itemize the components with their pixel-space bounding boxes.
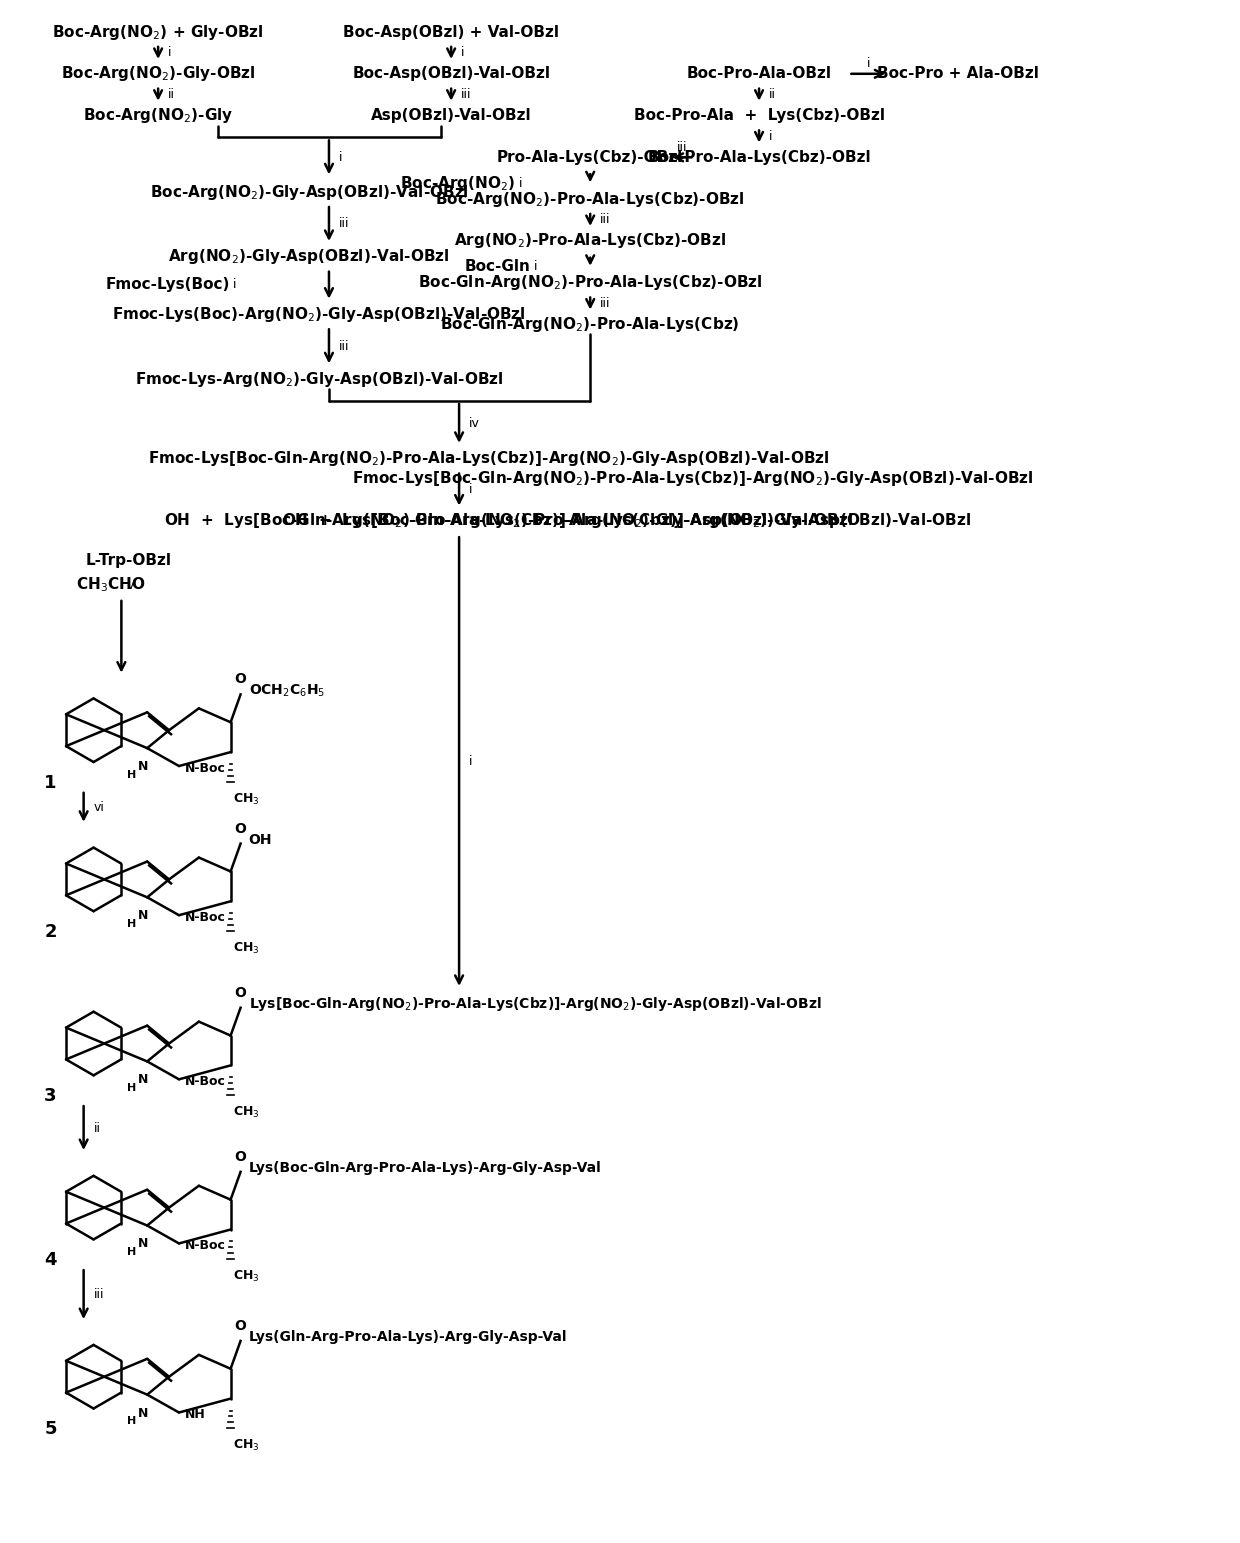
Text: vi: vi bbox=[93, 801, 104, 813]
Text: Lys[Boc-Gln-Arg(NO$_2$)-Pro-Ala-Lys(Cbz)]-Arg(NO$_2$)-Gly-Asp(OBzl)-Val-OBzl: Lys[Boc-Gln-Arg(NO$_2$)-Pro-Ala-Lys(Cbz)… bbox=[248, 995, 821, 1012]
Text: O: O bbox=[234, 822, 247, 836]
Text: i: i bbox=[339, 151, 342, 164]
Text: Boc-Asp(OBzl)-Val-OBzl: Boc-Asp(OBzl)-Val-OBzl bbox=[352, 66, 551, 82]
Text: H: H bbox=[126, 770, 136, 781]
Text: Arg(NO$_2$)-Pro-Ala-Lys(Cbz)-OBzl: Arg(NO$_2$)-Pro-Ala-Lys(Cbz)-OBzl bbox=[454, 231, 727, 250]
Text: i: i bbox=[769, 130, 773, 143]
Text: Fmoc-Lys[Boc-Gln-Arg(NO$_2$)-Pro-Ala-Lys(Cbz)]-Arg(NO$_2$)-Gly-Asp(OBzl)-Val-OBz: Fmoc-Lys[Boc-Gln-Arg(NO$_2$)-Pro-Ala-Lys… bbox=[149, 449, 830, 468]
Text: iii: iii bbox=[600, 298, 610, 310]
Text: NH: NH bbox=[185, 1409, 206, 1421]
Text: iii: iii bbox=[339, 339, 350, 353]
Text: H: H bbox=[126, 1083, 136, 1094]
Text: Boc-Gln-Arg(NO$_2$)-Pro-Ala-Lys(Cbz)-OBzl: Boc-Gln-Arg(NO$_2$)-Pro-Ala-Lys(Cbz)-OBz… bbox=[418, 273, 763, 292]
Text: i: i bbox=[469, 483, 472, 495]
Text: Boc-Arg(NO$_2$) + Gly-OBzl: Boc-Arg(NO$_2$) + Gly-OBzl bbox=[52, 23, 264, 42]
Text: 1: 1 bbox=[45, 775, 57, 792]
Text: Boc-Arg(NO$_2$)-Gly: Boc-Arg(NO$_2$)-Gly bbox=[83, 106, 233, 125]
Text: Pro-Ala-Lys(Cbz)-OBzl: Pro-Ala-Lys(Cbz)-OBzl bbox=[497, 150, 683, 165]
Text: i: i bbox=[867, 57, 870, 71]
Text: N: N bbox=[138, 909, 149, 923]
Text: iv: iv bbox=[469, 417, 480, 430]
Text: O: O bbox=[234, 1319, 247, 1333]
Text: H: H bbox=[126, 1416, 136, 1426]
Text: iii: iii bbox=[339, 218, 350, 230]
Text: O: O bbox=[234, 673, 247, 687]
Text: Lys(Boc-Gln-Arg-Pro-Ala-Lys)-Arg-Gly-Asp-Val: Lys(Boc-Gln-Arg-Pro-Ala-Lys)-Arg-Gly-Asp… bbox=[248, 1160, 601, 1174]
Text: ii: ii bbox=[769, 88, 776, 102]
Text: 4: 4 bbox=[45, 1251, 57, 1270]
Text: i: i bbox=[533, 261, 537, 273]
Text: Fmoc-Lys(Boc)-Arg(NO$_2$)-Gly-Asp(OBzl)-Val-OBzl: Fmoc-Lys(Boc)-Arg(NO$_2$)-Gly-Asp(OBzl)-… bbox=[112, 306, 526, 324]
Text: Boc-Pro-Ala-Lys(Cbz)-OBzl: Boc-Pro-Ala-Lys(Cbz)-OBzl bbox=[647, 150, 870, 165]
Text: iii: iii bbox=[93, 1288, 104, 1301]
Text: Lys(Gln-Arg-Pro-Ala-Lys)-Arg-Gly-Asp-Val: Lys(Gln-Arg-Pro-Ala-Lys)-Arg-Gly-Asp-Val bbox=[248, 1330, 567, 1344]
Text: CH$_3$: CH$_3$ bbox=[233, 1105, 259, 1120]
Text: 2: 2 bbox=[45, 923, 57, 941]
Text: N: N bbox=[138, 1407, 149, 1420]
Text: N-Boc: N-Boc bbox=[185, 910, 226, 924]
Text: N: N bbox=[138, 761, 149, 773]
Text: Boc-Gln-Arg(NO$_2$)-Pro-Ala-Lys(Cbz): Boc-Gln-Arg(NO$_2$)-Pro-Ala-Lys(Cbz) bbox=[440, 315, 740, 333]
Text: OH: OH bbox=[248, 833, 272, 847]
Text: N: N bbox=[138, 1074, 149, 1086]
Text: Boc-Asp(OBzl) + Val-OBzl: Boc-Asp(OBzl) + Val-OBzl bbox=[343, 25, 559, 40]
Text: iii: iii bbox=[461, 88, 471, 102]
Text: CH$_3$: CH$_3$ bbox=[233, 1438, 259, 1454]
Text: i: i bbox=[233, 278, 236, 292]
Text: iii: iii bbox=[600, 213, 610, 227]
Text: N-Boc: N-Boc bbox=[185, 762, 226, 775]
Text: 3: 3 bbox=[45, 1088, 57, 1105]
Text: CH$_3$CHO: CH$_3$CHO bbox=[76, 576, 145, 594]
Text: Fmoc-Lys-Arg(NO$_2$)-Gly-Asp(OBzl)-Val-OBzl: Fmoc-Lys-Arg(NO$_2$)-Gly-Asp(OBzl)-Val-O… bbox=[135, 370, 503, 389]
Text: OCH$_2$C$_6$H$_5$: OCH$_2$C$_6$H$_5$ bbox=[248, 682, 325, 699]
Text: OH  +  Lys[Boc-Gln-Arg(NO$_2$)-Pro-Ala-Lys(Cbz)]-Arg(NO$_2$)-Gly-Asp(OBzl)-Val-O: OH + Lys[Boc-Gln-Arg(NO$_2$)-Pro-Ala-Lys… bbox=[164, 511, 853, 529]
Text: ii: ii bbox=[93, 1122, 100, 1134]
Text: N-Boc: N-Boc bbox=[185, 1239, 226, 1251]
Text: Boc-Pro + Ala-OBzl: Boc-Pro + Ala-OBzl bbox=[877, 66, 1039, 82]
Text: N-Boc: N-Boc bbox=[185, 1075, 226, 1088]
Text: O: O bbox=[234, 1150, 247, 1163]
Text: OH  +  Lys[Boc-Gln-Arg(NO$_2$)-Pro-Ala-Lys(Cbz)]-Arg(NO$_2$)-Gly-Asp(OBzl)-Val-O: OH + Lys[Boc-Gln-Arg(NO$_2$)-Pro-Ala-Lys… bbox=[283, 511, 971, 529]
Text: Boc-Arg(NO$_2$): Boc-Arg(NO$_2$) bbox=[401, 174, 516, 193]
Text: L-Trp-OBzl: L-Trp-OBzl bbox=[86, 552, 171, 568]
Text: CH$_3$: CH$_3$ bbox=[233, 792, 259, 807]
Text: iii: iii bbox=[677, 140, 687, 154]
Text: i: i bbox=[461, 46, 465, 59]
Text: Boc-Arg(NO$_2$)-Gly-Asp(OBzl)-Val-OBzl: Boc-Arg(NO$_2$)-Gly-Asp(OBzl)-Val-OBzl bbox=[150, 182, 469, 202]
Text: Boc-Gln: Boc-Gln bbox=[465, 259, 531, 275]
Text: i: i bbox=[469, 755, 472, 768]
Text: Arg(NO$_2$)-Gly-Asp(OBzl)-Val-OBzl: Arg(NO$_2$)-Gly-Asp(OBzl)-Val-OBzl bbox=[169, 247, 450, 267]
Text: Asp(OBzl)-Val-OBzl: Asp(OBzl)-Val-OBzl bbox=[371, 108, 532, 123]
Text: Boc-Arg(NO$_2$)-Gly-OBzl: Boc-Arg(NO$_2$)-Gly-OBzl bbox=[61, 65, 255, 83]
Text: i: i bbox=[169, 46, 171, 59]
Text: Boc-Pro-Ala  +  Lys(Cbz)-OBzl: Boc-Pro-Ala + Lys(Cbz)-OBzl bbox=[634, 108, 884, 123]
Text: Fmoc-Lys[Boc-Gln-Arg(NO$_2$)-Pro-Ala-Lys(Cbz)]-Arg(NO$_2$)-Gly-Asp(OBzl)-Val-OBz: Fmoc-Lys[Boc-Gln-Arg(NO$_2$)-Pro-Ala-Lys… bbox=[352, 469, 1033, 488]
Text: H: H bbox=[126, 1247, 136, 1258]
Text: 5: 5 bbox=[45, 1421, 57, 1438]
Text: v: v bbox=[126, 579, 134, 591]
Text: CH$_3$: CH$_3$ bbox=[233, 1270, 259, 1284]
Text: i: i bbox=[518, 177, 522, 190]
Text: CH$_3$: CH$_3$ bbox=[233, 941, 259, 957]
Text: O: O bbox=[234, 986, 247, 1000]
Text: Boc-Arg(NO$_2$)-Pro-Ala-Lys(Cbz)-OBzl: Boc-Arg(NO$_2$)-Pro-Ala-Lys(Cbz)-OBzl bbox=[435, 190, 745, 208]
Text: Fmoc-Lys(Boc): Fmoc-Lys(Boc) bbox=[105, 278, 229, 292]
Text: N: N bbox=[138, 1237, 149, 1250]
Text: ii: ii bbox=[169, 88, 175, 102]
Text: Boc-Pro-Ala-OBzl: Boc-Pro-Ala-OBzl bbox=[687, 66, 832, 82]
Text: H: H bbox=[126, 920, 136, 929]
